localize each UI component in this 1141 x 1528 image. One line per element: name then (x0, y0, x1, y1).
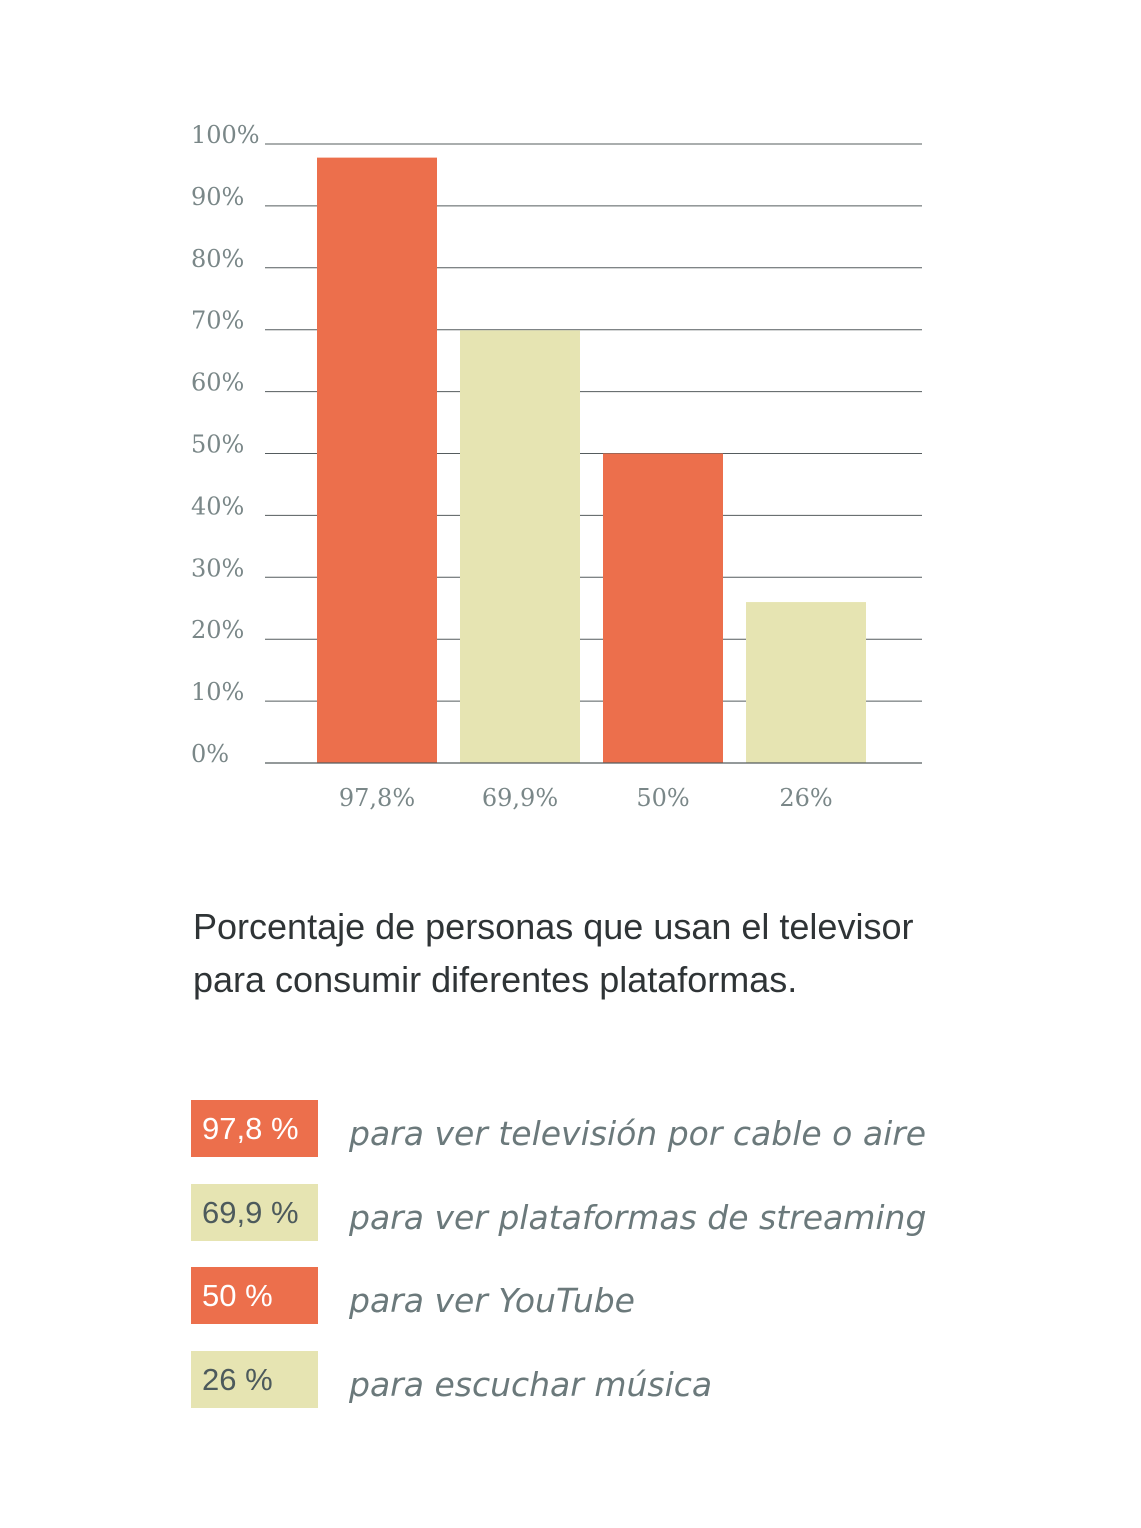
bar (746, 602, 866, 763)
chart-title-line: para consumir diferentes plataformas. (193, 959, 798, 1000)
y-tick-label: 60% (191, 369, 244, 397)
y-tick-label: 40% (191, 492, 244, 520)
y-tick-label: 100% (191, 121, 260, 149)
x-category-label: 97,8% (339, 784, 415, 812)
y-tick-label: 70% (191, 307, 244, 335)
x-category-label: 26% (779, 784, 832, 812)
y-tick-label: 30% (191, 554, 244, 582)
y-tick-label: 90% (191, 183, 244, 211)
y-tick-label: 20% (191, 616, 244, 644)
legend-label: para ver YouTube (349, 1281, 635, 1320)
legend-value-badge: 69,9 % (191, 1183, 318, 1241)
chart-title: Porcentaje de personas que usan el telev… (193, 900, 1053, 1006)
legend-label: para escuchar música (349, 1364, 713, 1404)
x-category-label: 50% (636, 784, 689, 812)
chart-title-line: Porcentaje de personas que usan el telev… (193, 906, 914, 947)
x-category-label: 69,9% (482, 784, 558, 812)
bar (317, 157, 437, 764)
legend-value-badge: 50 % (191, 1267, 318, 1324)
bar (603, 453, 723, 763)
bar (460, 330, 580, 763)
legend-label: para ver televisión por cable o aire (349, 1114, 927, 1153)
y-tick-label: 50% (191, 431, 244, 459)
legend-value-badge: 97,8 % (191, 1100, 318, 1157)
y-tick-label: 10% (191, 678, 244, 706)
y-tick-label: 0% (191, 740, 229, 768)
legend-label: para ver plataformas de streaming (349, 1197, 927, 1237)
legend-value-badge: 26 % (191, 1350, 318, 1408)
bar-chart: 0% 10% 20% 30% 40% 50% 60% 70% 80% 90% 100% 97,8% 69… (191, 121, 922, 812)
y-tick-label: 80% (191, 245, 244, 273)
